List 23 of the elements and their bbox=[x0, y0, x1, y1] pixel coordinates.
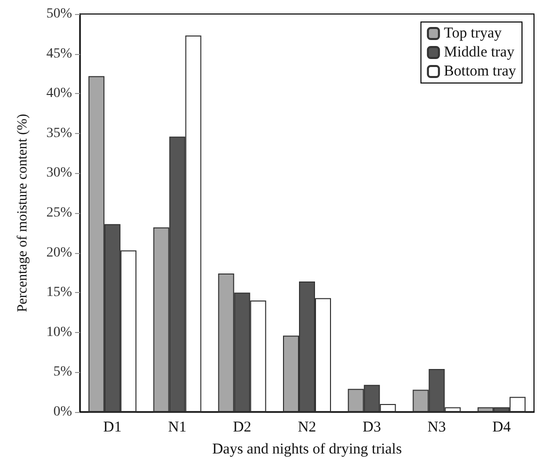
x-tick-label: N3 bbox=[428, 420, 446, 436]
y-tick-label: 20% bbox=[46, 245, 72, 260]
x-tick-label: D4 bbox=[492, 420, 512, 436]
x-tick-label: N1 bbox=[168, 420, 186, 436]
y-tick-label: 25% bbox=[46, 206, 72, 220]
y-tick-label: 40% bbox=[46, 86, 72, 102]
y-tick-label: 0% bbox=[53, 404, 72, 420]
y-tick-label: 50% bbox=[46, 6, 72, 22]
x-tick-label: N2 bbox=[298, 420, 316, 436]
y-tick-label: 35% bbox=[46, 126, 72, 141]
y-axis-title: Percentage of moisture content (%) bbox=[16, 114, 30, 312]
x-tick-label: D1 bbox=[103, 420, 122, 436]
legend-label: Bottom tray bbox=[444, 64, 516, 80]
y-tick-label: 15% bbox=[46, 285, 72, 300]
x-tick-label: D2 bbox=[232, 420, 252, 436]
legend-label: Middle tray bbox=[444, 44, 515, 60]
y-tick-label: 30% bbox=[46, 166, 72, 181]
y-tick-label: 10% bbox=[46, 324, 72, 340]
legend-label: Top tryay bbox=[444, 26, 502, 42]
x-axis-title: Days and nights of drying trials bbox=[212, 442, 402, 458]
x-tick-label: D3 bbox=[362, 420, 382, 436]
y-tick-label: 45% bbox=[46, 46, 72, 62]
y-tick-label: 5% bbox=[53, 364, 72, 380]
